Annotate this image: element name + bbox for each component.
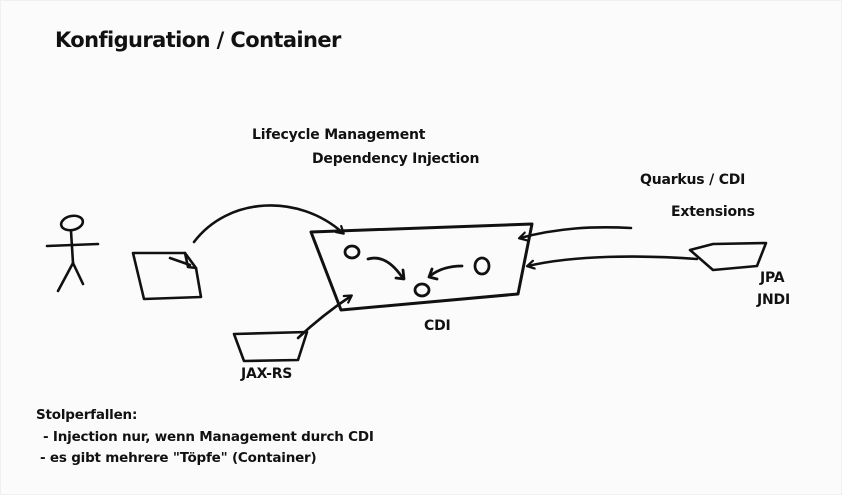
cdi-beans-icon [343, 244, 491, 298]
label-jpa: JPA [760, 270, 785, 286]
arrow-jpa-to-cdi [528, 255, 699, 266]
arrow-document-to-cdi [192, 204, 343, 244]
label-dependency-injection: Dependency Injection [312, 151, 480, 167]
label-jax-rs: JAX-RS [241, 366, 293, 382]
jax-rs-container-shape [232, 330, 309, 363]
label-cdi: CDI [424, 318, 451, 334]
label-quarkus-cdi: Quarkus / CDI [640, 172, 746, 188]
arrow-jaxrs-to-cdi [296, 296, 351, 340]
label-lifecycle-management: Lifecycle Management [252, 127, 426, 143]
label-jndi: JNDI [757, 292, 790, 308]
notes-item: - es gibt mehrere "Töpfe" (Container) [40, 450, 317, 466]
cdi-container-shape [309, 222, 534, 312]
arrow-quarkus-to-cdi [520, 226, 633, 238]
label-extensions: Extensions [671, 204, 755, 220]
document-icon [131, 251, 203, 301]
jpa-jndi-container-shape [688, 241, 768, 272]
stick-figure-icon [45, 214, 100, 293]
notes-heading: Stolperfallen: [36, 407, 138, 423]
page-title: Konfiguration / Container [55, 28, 341, 52]
notes-item: - Injection nur, wenn Management durch C… [43, 429, 374, 445]
